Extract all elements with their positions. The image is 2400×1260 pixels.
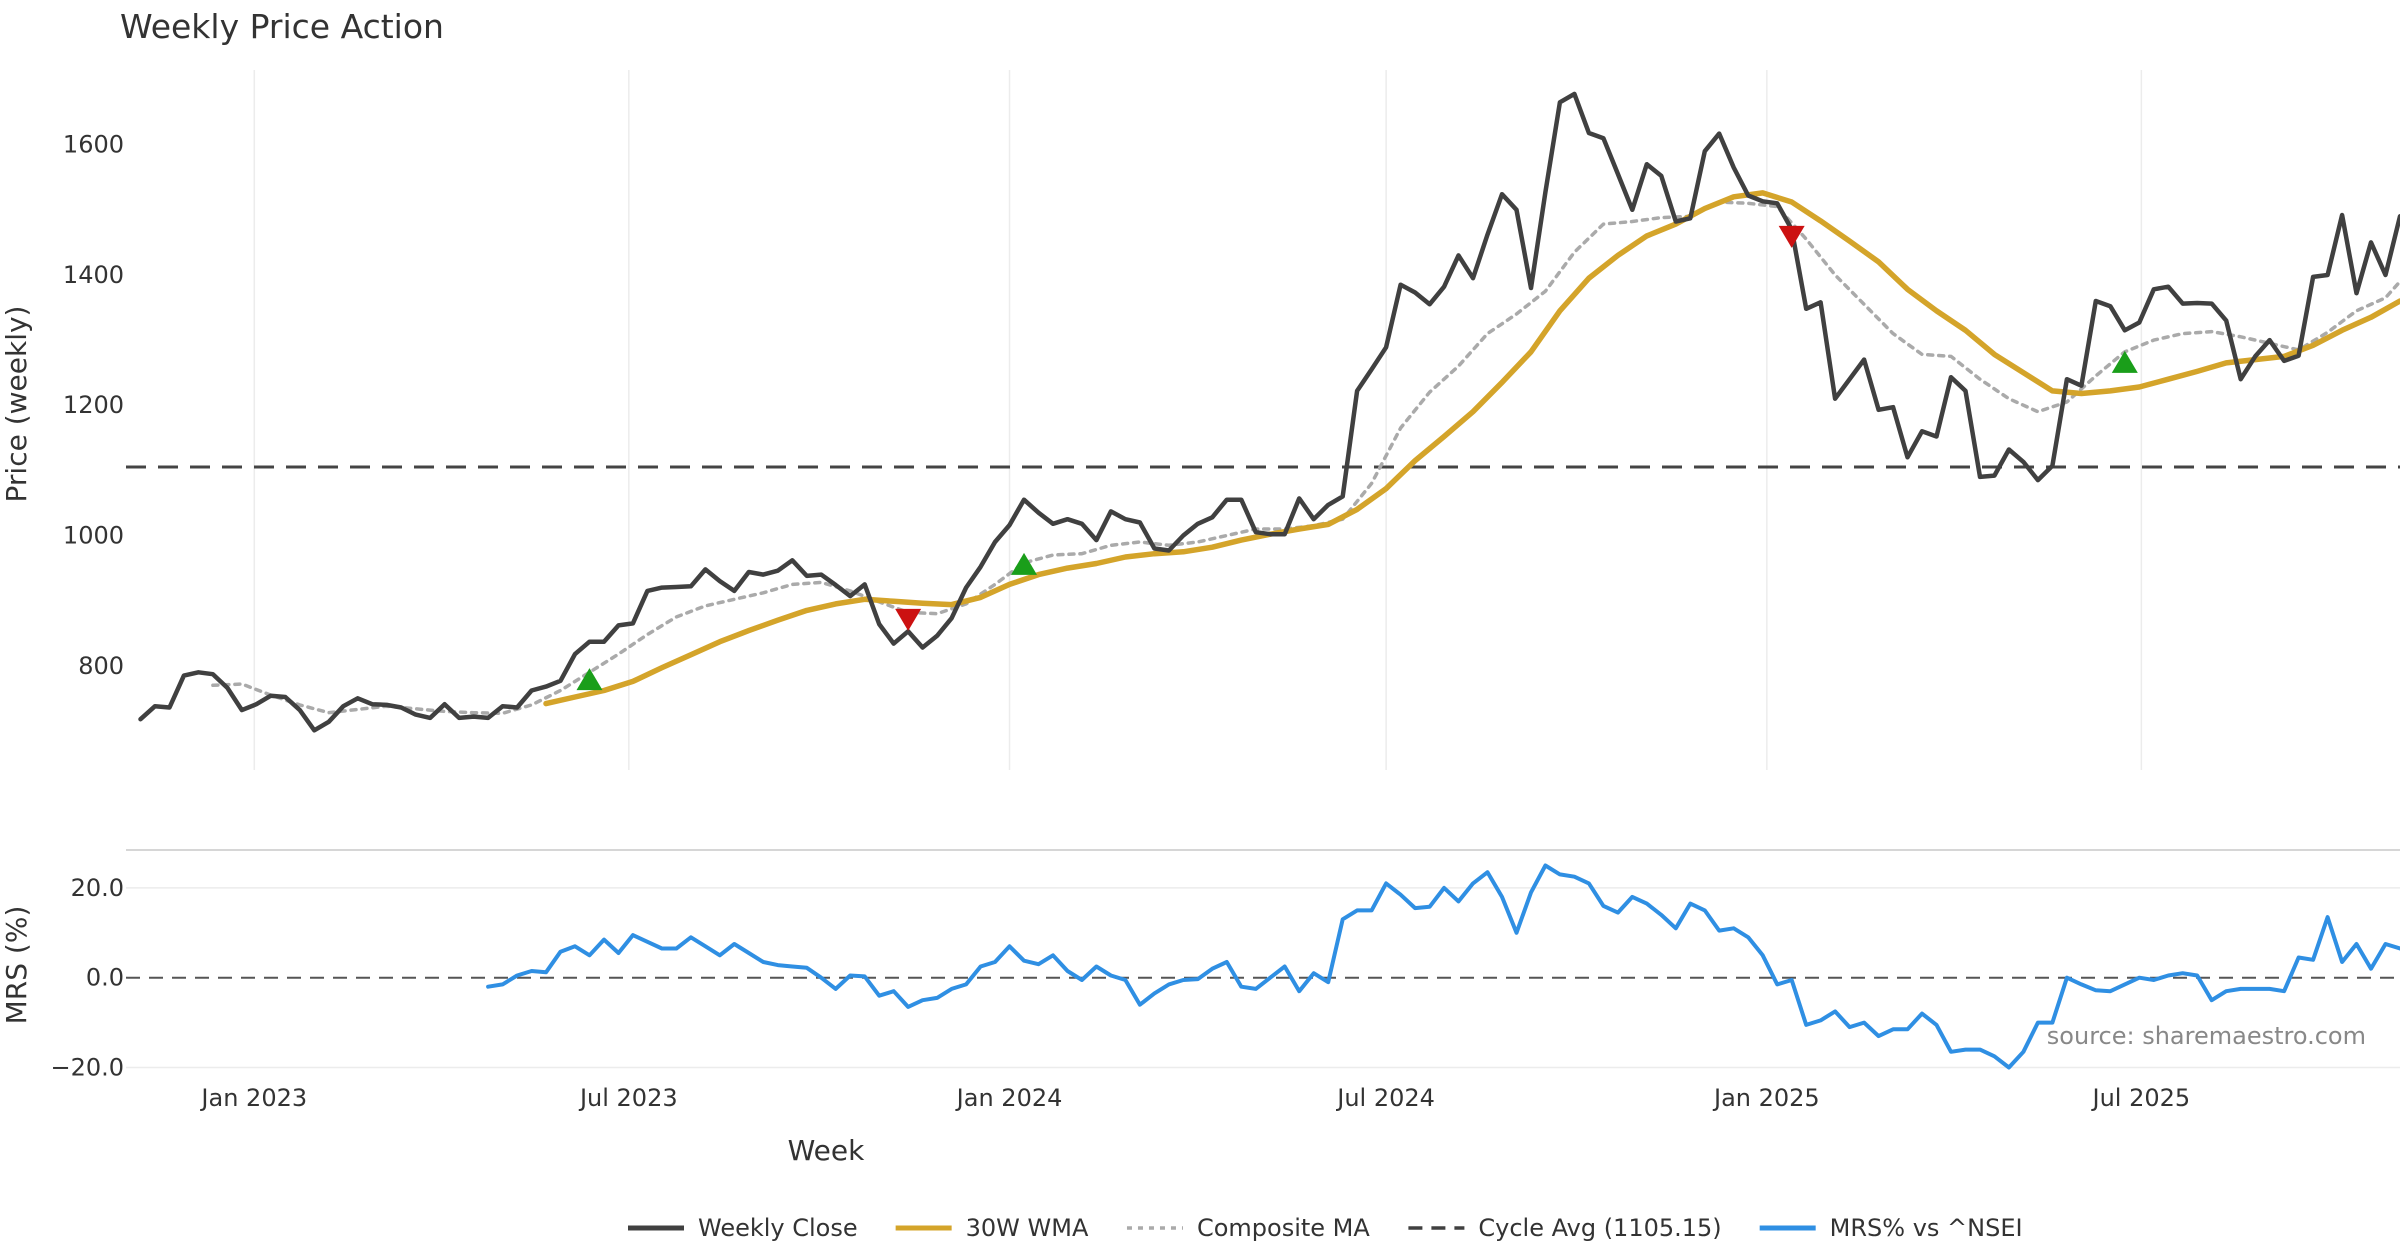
price-y-tick-label: 1000: [63, 522, 124, 550]
mrs-y-tick-label: −20.0: [50, 1054, 124, 1082]
axes: Jan 2023 Jul 2023 Jan 2024 Jul 2024 Jan 2025…: [50, 131, 2190, 1112]
series-lines: [138, 91, 2400, 1070]
legend-item-weekly-close: Weekly Close: [628, 1214, 858, 1242]
series-line-mrs-vs-nsei: [486, 863, 2400, 1070]
gridlines: [126, 70, 2400, 1069]
x-tick-label: Jan 2024: [955, 1084, 1063, 1112]
mrs-y-axis-label: MRS (%): [0, 906, 33, 1025]
mrs-y-tick-label: 0.0: [86, 964, 124, 992]
x-tick-label: Jan 2025: [1712, 1084, 1820, 1112]
signal-markers: [576, 225, 2138, 691]
price-y-tick-label: 1400: [63, 261, 124, 289]
x-tick-label: Jan 2023: [199, 1084, 307, 1112]
legend-label: Weekly Close: [698, 1214, 858, 1242]
x-tick-label: Jul 2024: [1335, 1084, 1435, 1112]
price-y-axis-label: Price (weekly): [0, 306, 33, 503]
reference-lines: [126, 465, 2400, 979]
series-line-composite-ma: [211, 200, 2400, 716]
price-y-tick-label: 800: [78, 652, 124, 680]
chart-title: Weekly Price Action: [120, 7, 444, 46]
buy-signal-marker: [576, 668, 603, 691]
sell-signal-marker: [895, 608, 922, 631]
series-line-30w-wma: [543, 190, 2400, 707]
legend-label: Composite MA: [1197, 1214, 1370, 1242]
legend-label: 30W WMA: [966, 1214, 1089, 1242]
sell-signal-marker: [1778, 225, 1805, 248]
series-line-weekly-close: [138, 91, 2400, 733]
legend: Weekly Close 30W WMA Composite MA Cycle Avg…: [628, 1214, 2023, 1242]
x-tick-label: Jul 2023: [578, 1084, 678, 1112]
price-y-tick-label: 1600: [63, 131, 124, 159]
legend-item-composite-ma: Composite MA: [1126, 1214, 1370, 1242]
price-y-tick-label: 1200: [63, 391, 124, 419]
x-tick-label: Jul 2025: [2091, 1084, 2191, 1112]
mrs-y-tick-label: 20.0: [71, 874, 124, 902]
legend-label: Cycle Avg (1105.15): [1478, 1214, 1721, 1242]
legend-item-cycle-avg-1105-15: Cycle Avg (1105.15): [1408, 1214, 1722, 1242]
buy-signal-marker: [2111, 350, 2138, 373]
x-axis-label: Week: [788, 1134, 865, 1167]
source-text: source: sharemaestro.com: [2047, 1022, 2366, 1050]
legend-item-mrs-vs-nsei: MRS% vs ^NSEI: [1759, 1214, 2023, 1242]
legend-label: MRS% vs ^NSEI: [1830, 1214, 2023, 1242]
legend-item-30w-wma: 30W WMA: [895, 1214, 1089, 1242]
buy-signal-marker: [1011, 552, 1038, 575]
